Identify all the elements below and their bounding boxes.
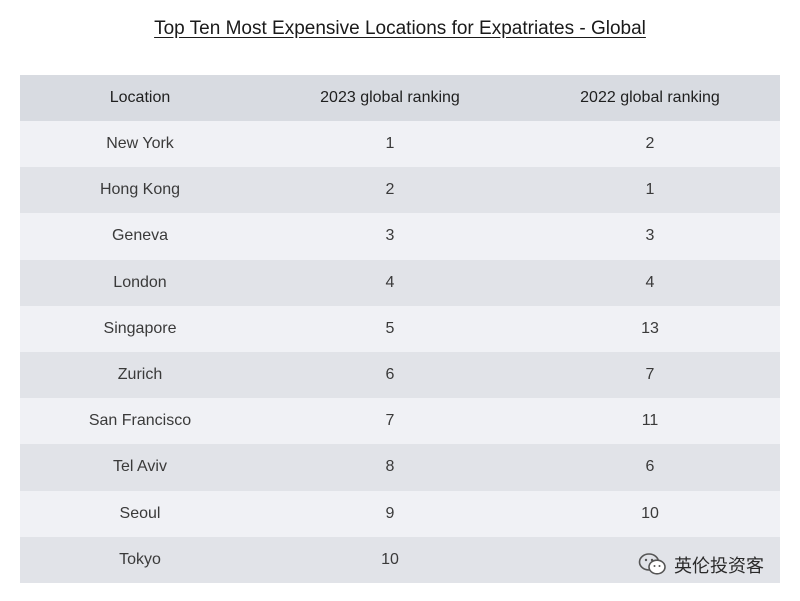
cell-2023-ranking: 2	[385, 181, 395, 199]
table-row: San Francisco 7 11	[20, 398, 780, 445]
table-row: Geneva 3 3	[20, 213, 780, 260]
table-row: New York 1 2	[20, 121, 780, 168]
ranking-table: Location 2023 global ranking 2022 global…	[20, 75, 780, 583]
cell-location: Tokyo	[119, 550, 161, 568]
table-row: Hong Kong 2 1	[20, 167, 780, 214]
cell-location: San Francisco	[88, 412, 192, 430]
table-row: Singapore 5 13	[20, 305, 780, 352]
cell-2023-ranking: 1	[385, 135, 395, 153]
cell-location: Tel Aviv	[113, 458, 167, 476]
cell-location: Seoul	[119, 504, 161, 522]
cell-2023-ranking: 3	[385, 227, 395, 245]
table-row: London 4 4	[20, 259, 780, 306]
table-body: New York 1 2 Hong Kong 2 1 Geneva 3 3 London 4 4 Sin…	[20, 121, 780, 583]
column-header-2022-ranking: 2022 global ranking	[580, 89, 720, 106]
chart-title: Top Ten Most Expensive Locations for Exp…	[154, 18, 646, 39]
table-row: Tokyo 10	[20, 536, 780, 583]
cell-location: Singapore	[103, 319, 177, 337]
cell-2023-ranking: 8	[385, 458, 395, 476]
cell-2022-ranking: 3	[645, 227, 655, 245]
cell-2023-ranking: 9	[385, 504, 395, 522]
table-row: Zurich 6 7	[20, 351, 780, 399]
cell-2023-ranking: 6	[385, 366, 395, 384]
cell-2023-ranking: 10	[381, 550, 399, 568]
watermark: 英伦投资客	[638, 552, 764, 578]
cell-location: London	[113, 273, 167, 291]
cell-2022-ranking: 11	[641, 412, 659, 430]
cell-location: Geneva	[111, 227, 169, 245]
cell-2022-ranking: 6	[645, 458, 655, 476]
cell-2022-ranking: 13	[641, 319, 659, 337]
cell-location: Hong Kong	[99, 181, 181, 199]
cell-2022-ranking: 10	[641, 504, 659, 522]
cell-location: Zurich	[117, 366, 163, 384]
table-row: Tel Aviv 8 6	[20, 444, 780, 491]
cell-2023-ranking: 5	[385, 319, 395, 337]
cell-2022-ranking: 1	[645, 181, 655, 199]
column-header-2023-ranking: 2023 global ranking	[320, 89, 460, 106]
cell-2023-ranking: 4	[385, 273, 395, 291]
column-header-location: Location	[109, 89, 171, 106]
cell-2022-ranking: 2	[645, 135, 655, 153]
cell-2022-ranking: 7	[645, 366, 655, 384]
table-row: Seoul 9 10	[20, 490, 780, 537]
cell-2023-ranking: 7	[385, 412, 395, 430]
cell-location: New York	[106, 135, 174, 153]
wechat-icon	[638, 552, 668, 578]
cell-2022-ranking: 4	[645, 273, 655, 291]
watermark-text: 英伦投资客	[674, 556, 764, 576]
table-header-row: Location 2023 global ranking 2022 global…	[20, 75, 780, 121]
